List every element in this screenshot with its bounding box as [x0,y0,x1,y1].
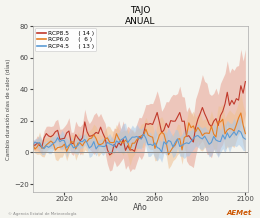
Y-axis label: Cambio duración olas de calor (días): Cambio duración olas de calor (días) [5,58,11,160]
Title: TAJO
ANUAL: TAJO ANUAL [125,5,155,26]
Text: © Agencia Estatal de Meteorología: © Agencia Estatal de Meteorología [8,212,76,216]
X-axis label: Año: Año [133,203,148,213]
Text: AEMet: AEMet [227,210,252,216]
Legend: RCP8.5     ( 14 ), RCP6.0     (  6 ), RCP4.5     ( 13 ): RCP8.5 ( 14 ), RCP6.0 ( 6 ), RCP4.5 ( 13… [35,28,96,51]
